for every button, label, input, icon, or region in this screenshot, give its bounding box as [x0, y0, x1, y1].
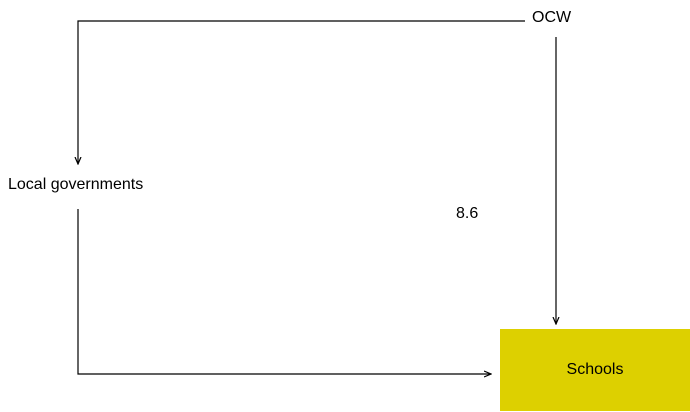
node-schools-box: Schools — [500, 329, 690, 411]
node-schools-label: Schools — [566, 361, 624, 378]
flow-value-label: 8.6 — [456, 205, 479, 222]
edge-ocw-to-local-governments — [78, 20, 525, 164]
edge-local-governments-to-schools — [77, 209, 491, 374]
node-local-governments-label: Local governments — [8, 176, 144, 193]
node-ocw-label: OCW — [532, 9, 572, 26]
